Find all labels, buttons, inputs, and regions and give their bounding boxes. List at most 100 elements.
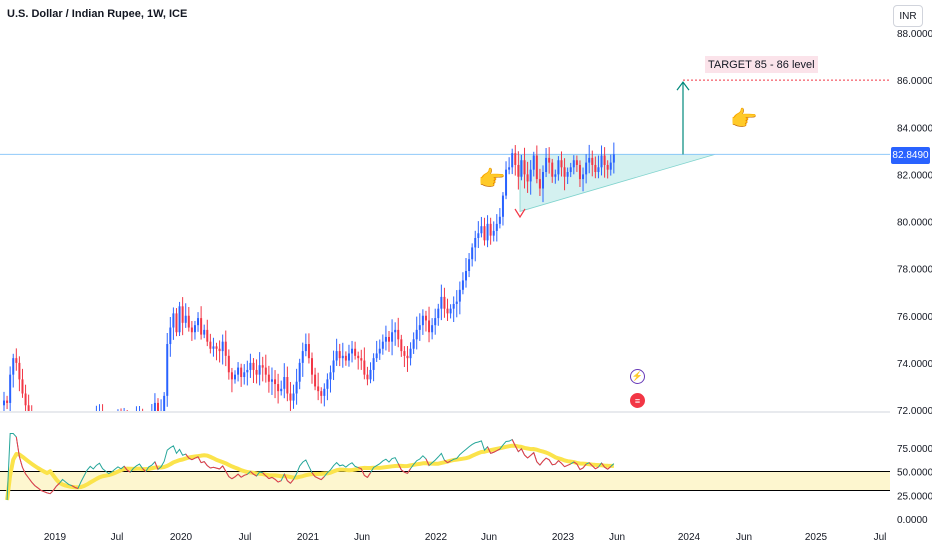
candle (267, 365, 270, 393)
rsi-tick-label: 75.0000 (897, 444, 932, 455)
candle-body (465, 270, 467, 281)
candle (264, 354, 267, 383)
candle (317, 372, 320, 401)
currency-button[interactable]: INR (893, 5, 923, 27)
candle (600, 145, 603, 176)
price-tick-label: 72.0000 (897, 406, 932, 417)
candle-body (292, 393, 295, 401)
time-tick-label: 2022 (425, 532, 448, 543)
candle (520, 154, 523, 181)
candle (458, 281, 461, 315)
candle (105, 418, 107, 442)
annotation-layer (0, 153, 890, 212)
candle (240, 363, 243, 387)
candle (98, 404, 100, 419)
candle (252, 358, 255, 384)
candle-body (424, 315, 427, 321)
candle-body (572, 160, 575, 168)
rsi-segment-down (46, 492, 51, 495)
candle-body (215, 346, 218, 349)
rsi-segment-down (514, 445, 519, 452)
candle (283, 363, 286, 399)
candle-body (255, 369, 258, 375)
candle (295, 368, 298, 405)
candle-body (224, 341, 227, 356)
candle-body (563, 167, 566, 177)
candle (92, 413, 94, 441)
candle-body (612, 154, 615, 163)
candle-body (98, 412, 100, 419)
price-tick-label: 84.0000 (897, 123, 932, 134)
candle (563, 158, 566, 191)
candle (526, 161, 529, 193)
candle-body (295, 381, 298, 394)
candle (606, 160, 609, 179)
candle-body (335, 351, 338, 361)
rsi-segment-down (268, 476, 273, 480)
lightning-icon[interactable]: ⚡ (630, 369, 645, 384)
candle-body (18, 362, 21, 380)
candle (148, 413, 150, 443)
candle-body (354, 348, 357, 356)
candle-body (526, 174, 529, 182)
us-flag-icon[interactable]: ≡ (630, 393, 645, 408)
candle (37, 425, 39, 462)
candle (428, 306, 431, 343)
candle-body (338, 351, 341, 359)
candle-body (209, 341, 212, 349)
rsi-segment-down (520, 448, 525, 456)
candle (175, 308, 178, 337)
rsi-segment-down (314, 476, 319, 479)
rsi-segment-down (197, 456, 202, 463)
candle-body (139, 412, 141, 417)
candle-body (15, 358, 18, 363)
candle-body (21, 379, 24, 394)
candle (209, 333, 212, 354)
rsi-segment-down (533, 452, 538, 462)
candle (542, 165, 544, 203)
candle (83, 447, 85, 472)
candle-body (83, 452, 85, 466)
rsi-segment-down (206, 465, 211, 469)
candle (403, 346, 406, 368)
candle (471, 243, 474, 267)
candle-body (535, 155, 538, 180)
target-label[interactable]: TARGET 85 - 86 level (705, 56, 818, 73)
candle (557, 156, 560, 181)
candle (424, 310, 427, 332)
candle-body (532, 155, 535, 170)
candle-body (326, 379, 329, 389)
candle (31, 405, 33, 411)
candle-body (283, 377, 286, 389)
rsi-segment-down (490, 451, 494, 454)
candle-body (391, 332, 394, 342)
candle (505, 161, 508, 200)
rsi-segment-down (358, 467, 362, 470)
time-tick-label: 2020 (170, 532, 193, 543)
candle-body (517, 164, 520, 177)
candle (351, 340, 354, 363)
rsi-segment-down (487, 446, 492, 454)
candle (492, 221, 495, 242)
candle (187, 306, 190, 332)
candle (249, 353, 252, 378)
candle (397, 317, 400, 348)
candle-body (230, 372, 233, 380)
candle (483, 217, 486, 246)
candle-body (227, 355, 230, 373)
rsi-segment-down (401, 469, 405, 473)
candle-body (197, 318, 200, 326)
candle (357, 351, 360, 370)
candle (434, 308, 437, 335)
rsi-segment-down (364, 475, 368, 478)
candle-body (43, 459, 45, 466)
rsi-segment-down (579, 467, 584, 471)
candle-body (86, 436, 88, 452)
rsi-segment-down (271, 476, 276, 480)
symbol-title[interactable]: U.S. Dollar / Indian Rupee, 1W, ICE (7, 8, 188, 20)
rsi-segment-down (15, 436, 20, 457)
candle-body (594, 164, 597, 173)
candle-body (508, 167, 511, 170)
candle (311, 352, 313, 384)
candle (172, 307, 175, 340)
